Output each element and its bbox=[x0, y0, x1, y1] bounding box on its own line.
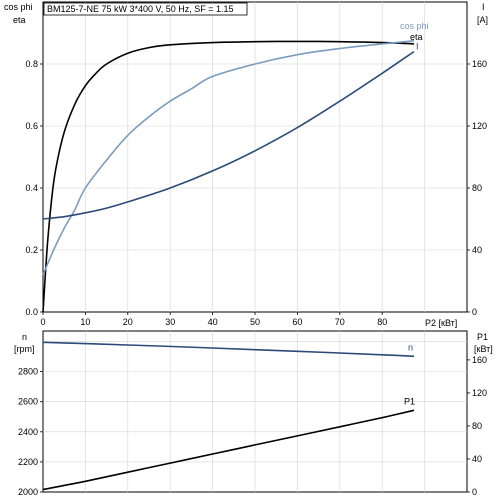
left-y-tick-label: 2800 bbox=[18, 367, 38, 377]
right-y-tick-label: 80 bbox=[472, 421, 482, 431]
x-tick-label: 60 bbox=[292, 317, 302, 327]
right-y-tick-label: 40 bbox=[472, 245, 482, 255]
bottom-right-axis-label-p1: P1 bbox=[477, 332, 488, 342]
bottom-left-axis-label-unit: [rpm] bbox=[14, 344, 35, 354]
right-y-tick-label: 120 bbox=[472, 121, 487, 131]
bottom-series: n P1 bbox=[42, 341, 415, 491]
x-tick-label: 40 bbox=[208, 317, 218, 327]
series-line-cos-phi bbox=[42, 40, 415, 276]
top-left-y-ticks: 0.0 0.2 0.4 0.6 0.8 bbox=[25, 59, 43, 317]
x-tick-label: 20 bbox=[123, 317, 133, 327]
right-y-tick-label: 160 bbox=[472, 59, 487, 69]
left-y-tick-label: 0.8 bbox=[25, 59, 38, 69]
series-label-n: n bbox=[408, 342, 413, 352]
right-y-tick-label: 80 bbox=[472, 183, 482, 193]
x-tick-label: 10 bbox=[80, 317, 90, 327]
top-x-ticks: 0 10 20 30 40 50 60 70 80 bbox=[40, 312, 387, 327]
series-line-p1 bbox=[42, 409, 415, 491]
right-y-tick-label: 40 bbox=[472, 454, 482, 464]
left-y-tick-label: 2600 bbox=[18, 397, 38, 407]
top-right-axis-label-unit: [A] bbox=[477, 15, 488, 25]
x-tick-label: 70 bbox=[335, 317, 345, 327]
top-left-axis-label-cosphi: cos phi bbox=[4, 2, 33, 12]
bottom-grid bbox=[43, 331, 467, 492]
chart-title-box: BM125-7-NE 75 kW 3*400 V, 50 Hz, SF = 1.… bbox=[43, 2, 248, 16]
left-y-tick-label: 2200 bbox=[18, 457, 38, 467]
series-line-eta bbox=[42, 40, 415, 313]
bottom-left-axis-label-n: n bbox=[22, 332, 27, 342]
top-left-axis-label-eta: eta bbox=[13, 15, 26, 25]
left-y-tick-label: 0.2 bbox=[25, 245, 38, 255]
left-y-tick-label: 0.6 bbox=[25, 121, 38, 131]
x-tick-label: 80 bbox=[377, 317, 387, 327]
series-line-i bbox=[42, 50, 415, 220]
top-right-axis-label-i: I bbox=[482, 2, 485, 12]
series-label-p1: P1 bbox=[404, 396, 415, 406]
right-y-tick-label: 160 bbox=[472, 355, 487, 365]
bottom-right-y-ticks: 0 40 80 120 160 bbox=[467, 355, 487, 497]
right-y-tick-label: 120 bbox=[472, 388, 487, 398]
chart-title: BM125-7-NE 75 kW 3*400 V, 50 Hz, SF = 1.… bbox=[47, 4, 234, 14]
top-right-y-ticks: 0 40 80 120 160 bbox=[467, 59, 487, 317]
left-y-tick-label: 2000 bbox=[18, 487, 38, 497]
series-label-cos-phi: cos phi bbox=[400, 21, 429, 31]
right-y-tick-label: 0 bbox=[472, 487, 477, 497]
x-tick-label: 30 bbox=[165, 317, 175, 327]
x-axis-label: P2 [кВт] bbox=[425, 318, 457, 328]
series-label-eta: eta bbox=[410, 32, 423, 42]
x-tick-label: 50 bbox=[250, 317, 260, 327]
x-tick-label: 0 bbox=[40, 317, 45, 327]
left-y-tick-label: 0.4 bbox=[25, 183, 38, 193]
bottom-panel: n P1 2000 2200 2400 2600 2800 0 40 80 120 160 n [… bbox=[14, 330, 493, 497]
left-y-tick-label: 0.0 bbox=[25, 307, 38, 317]
bottom-left-y-ticks: 2000 2200 2400 2600 2800 bbox=[18, 367, 43, 497]
series-label-i: I bbox=[416, 42, 419, 52]
series-line-n bbox=[42, 341, 415, 358]
left-y-tick-label: 2400 bbox=[18, 427, 38, 437]
right-y-tick-label: 0 bbox=[472, 307, 477, 317]
bottom-right-axis-label-unit: [кВт] bbox=[474, 344, 493, 354]
